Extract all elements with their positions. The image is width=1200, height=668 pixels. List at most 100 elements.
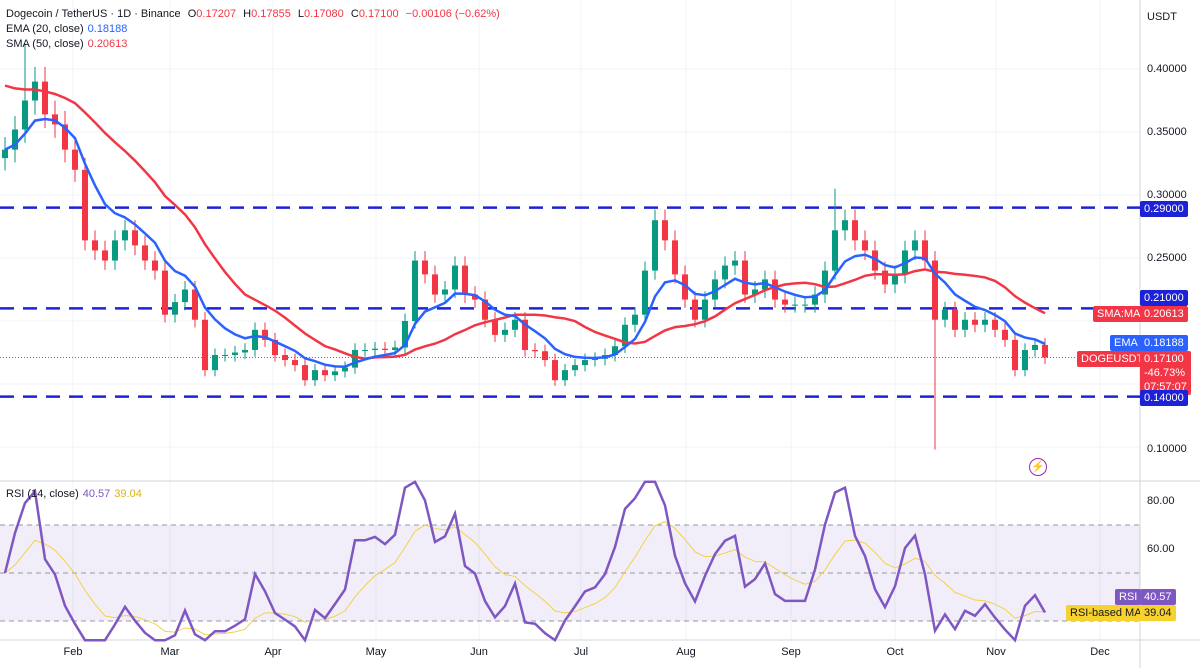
candle-body bbox=[952, 309, 958, 330]
candle-body bbox=[862, 240, 868, 251]
price-badge: 0.17100 -46.73% 07:57:07 bbox=[1140, 351, 1191, 395]
candle-body bbox=[712, 279, 718, 300]
candle-body bbox=[532, 349, 538, 352]
candle-body bbox=[62, 124, 68, 150]
candle-body bbox=[502, 329, 508, 335]
candle-body bbox=[412, 260, 418, 321]
symbol-legend: Dogecoin / TetherUS · 1D · Binance O0.17… bbox=[6, 8, 500, 20]
candle-body bbox=[312, 370, 318, 381]
candle-body bbox=[792, 304, 798, 306]
currency-label[interactable]: USDT bbox=[1147, 11, 1177, 23]
candle-body bbox=[912, 240, 918, 251]
candle-body bbox=[192, 289, 198, 320]
open-value: 0.17207 bbox=[196, 8, 237, 20]
symbol-title: Dogecoin / TetherUS · 1D · Binance bbox=[6, 8, 181, 20]
candle-body bbox=[32, 81, 38, 101]
candle-body bbox=[572, 365, 578, 371]
candle-body bbox=[202, 319, 208, 371]
candle-body bbox=[122, 230, 128, 241]
low-value: 0.17080 bbox=[304, 8, 344, 20]
candle-body bbox=[472, 294, 478, 300]
candle-body bbox=[632, 314, 638, 325]
candle-body bbox=[392, 347, 398, 350]
candle-body bbox=[552, 360, 558, 381]
candle-body bbox=[302, 365, 308, 381]
candle-body bbox=[972, 319, 978, 325]
candle-body bbox=[942, 309, 948, 320]
candle-body bbox=[872, 250, 878, 271]
candle-body bbox=[242, 349, 248, 353]
candle-body bbox=[42, 81, 48, 115]
candle-body bbox=[962, 319, 968, 330]
candle-body bbox=[172, 302, 178, 315]
candle-body bbox=[612, 346, 618, 356]
candle-body bbox=[882, 270, 888, 285]
price-tick: 0.35000 bbox=[1147, 126, 1187, 138]
candle-body bbox=[542, 351, 548, 361]
candle-body bbox=[222, 355, 228, 357]
rsi-line bbox=[3, 480, 1047, 643]
rsi-tag: RSI bbox=[1115, 589, 1142, 605]
time-tick: Apr bbox=[264, 646, 282, 658]
time-tick: Feb bbox=[63, 646, 83, 658]
level-badge-014: 0.14000 bbox=[1140, 390, 1188, 406]
candle-body bbox=[332, 371, 338, 376]
candle-body bbox=[382, 348, 388, 350]
close-value: 0.17100 bbox=[358, 8, 399, 20]
candle-body bbox=[892, 274, 898, 285]
candle-body bbox=[832, 230, 838, 271]
sma-legend[interactable]: SMA (50, close) 0.20613 bbox=[6, 38, 128, 50]
high-value: 0.17855 bbox=[251, 8, 291, 20]
candle-body bbox=[132, 230, 138, 246]
candle-body bbox=[152, 260, 158, 271]
candle-body bbox=[562, 370, 568, 381]
candle-body bbox=[622, 324, 628, 347]
candle-body bbox=[102, 250, 108, 261]
time-tick: Nov bbox=[986, 646, 1006, 658]
time-tick: Dec bbox=[1090, 646, 1110, 658]
candle-body bbox=[72, 149, 78, 170]
candle-body bbox=[142, 245, 148, 261]
candle-body bbox=[932, 260, 938, 320]
ema-badge: 0.18188 bbox=[1140, 335, 1188, 351]
level-badge-029: 0.29000 bbox=[1140, 201, 1188, 217]
candle-body bbox=[492, 319, 498, 335]
candle-body bbox=[1042, 344, 1048, 358]
rsi-tick: 60.00 bbox=[1147, 543, 1175, 555]
time-tick: Oct bbox=[886, 646, 904, 658]
time-tick: Sep bbox=[781, 646, 801, 658]
candle-body bbox=[812, 294, 818, 305]
candle-body bbox=[402, 321, 408, 348]
rsi-legend[interactable]: RSI (14, close) 40.57 39.04 bbox=[6, 488, 142, 500]
candle-body bbox=[162, 270, 168, 315]
candle-body bbox=[252, 329, 258, 350]
candle-body bbox=[372, 348, 378, 350]
level-badge-021: 0.21000 bbox=[1140, 290, 1188, 306]
candle-body bbox=[422, 260, 428, 275]
candle-body bbox=[112, 240, 118, 261]
candle-body bbox=[322, 370, 328, 376]
candle-body bbox=[652, 220, 658, 271]
candle-body bbox=[852, 220, 858, 241]
symbol-tag: DOGEUSDT bbox=[1077, 351, 1148, 367]
candle-body bbox=[582, 360, 588, 366]
candle-body bbox=[782, 299, 788, 305]
lightning-icon[interactable]: ⚡ bbox=[1029, 458, 1047, 476]
candle-body bbox=[292, 360, 298, 366]
sma-tag: SMA:MA bbox=[1093, 306, 1145, 322]
candle-body bbox=[92, 240, 98, 251]
rsi-ma-tag: RSI-based MA bbox=[1066, 605, 1146, 621]
candle-body bbox=[1032, 344, 1038, 350]
candle-body bbox=[752, 289, 758, 295]
ema-legend[interactable]: EMA (20, close) 0.18188 bbox=[6, 23, 128, 35]
candle-body bbox=[232, 352, 238, 356]
candle-body bbox=[282, 355, 288, 361]
ema-20-line bbox=[4, 117, 1046, 368]
candle-body bbox=[522, 319, 528, 350]
candle-body bbox=[772, 279, 778, 300]
candle-body bbox=[702, 299, 708, 320]
candle-body bbox=[182, 289, 188, 303]
candle-body bbox=[822, 270, 828, 295]
rsi-ma-badge: 39.04 bbox=[1140, 605, 1176, 621]
